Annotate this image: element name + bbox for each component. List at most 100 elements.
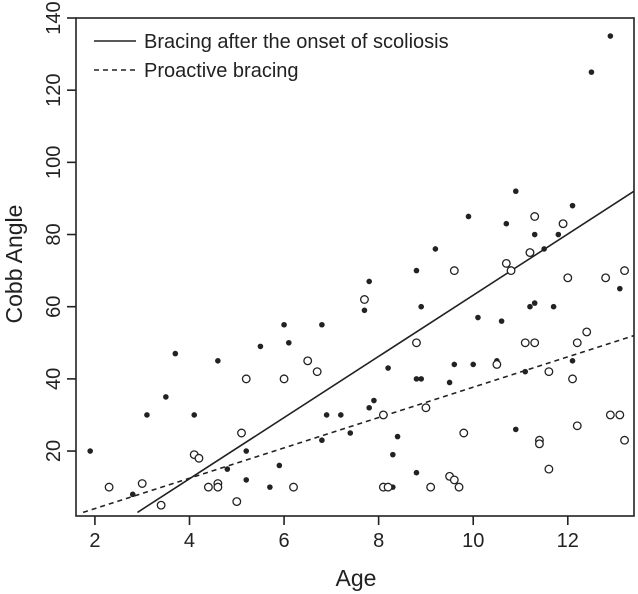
legend-label-proactive-bracing: Proactive bracing (144, 60, 299, 82)
y-tick-label: 80 (43, 223, 65, 245)
point-proactive-bracing (156, 500, 166, 510)
point-bracing-after-onset (607, 33, 614, 39)
point-proactive-bracing (412, 338, 421, 348)
point-proactive-bracing (492, 359, 502, 369)
point-proactive-bracing (520, 338, 530, 348)
point-bracing-after-onset (215, 358, 221, 364)
x-tick-label: 6 (279, 530, 290, 552)
x-tick-label: 10 (462, 530, 484, 552)
point-proactive-bracing (501, 258, 511, 268)
plot-frame (75, 17, 635, 517)
fit-line-proactive-bracing (82, 334, 635, 514)
point-bracing-after-onset (512, 426, 519, 433)
point-proactive-bracing (544, 367, 554, 377)
point-bracing-after-onset (347, 430, 354, 436)
point-proactive-bracing (421, 403, 431, 413)
point-proactive-bracing (449, 475, 459, 485)
point-proactive-bracing (605, 410, 615, 420)
point-proactive-bracing (203, 482, 213, 492)
point-bracing-after-onset (243, 448, 250, 454)
point-proactive-bracing (568, 374, 577, 384)
point-bracing-after-onset (191, 412, 198, 418)
point-bracing-after-onset (418, 303, 425, 310)
point-bracing-after-onset (243, 477, 250, 483)
data-points (87, 33, 629, 510)
point-bracing-after-onset (144, 412, 150, 418)
point-proactive-bracing (104, 482, 114, 492)
point-bracing-after-onset (172, 350, 179, 357)
point-proactive-bracing (620, 435, 629, 445)
point-bracing-after-onset (224, 466, 231, 472)
point-proactive-bracing (572, 338, 582, 348)
point-bracing-after-onset (588, 69, 595, 75)
point-proactive-bracing (525, 248, 535, 258)
point-proactive-bracing (563, 273, 573, 283)
point-bracing-after-onset (366, 404, 372, 411)
y-tick-label: 60 (43, 296, 65, 318)
point-proactive-bracing (289, 482, 298, 492)
point-bracing-after-onset (541, 246, 547, 252)
point-bracing-after-onset (267, 484, 273, 490)
point-bracing-after-onset (512, 188, 519, 195)
x-axis: 2 4 6 8 10 12 (89, 516, 579, 552)
legend: Bracing after the onset of scoliosis Pro… (94, 31, 449, 82)
point-proactive-bracing (572, 421, 582, 431)
x-tick-label: 12 (557, 530, 579, 552)
point-proactive-bracing (137, 479, 147, 488)
point-bracing-after-onset (129, 491, 136, 498)
point-bracing-after-onset (531, 231, 538, 238)
point-bracing-after-onset (285, 339, 292, 346)
point-proactive-bracing (449, 266, 459, 276)
y-tick-label: 40 (43, 368, 65, 390)
point-bracing-after-onset (531, 300, 538, 306)
point-bracing-after-onset (390, 451, 396, 458)
point-bracing-after-onset (338, 412, 344, 418)
point-bracing-after-onset (451, 361, 458, 368)
point-bracing-after-onset (475, 314, 481, 321)
point-proactive-bracing (506, 266, 516, 276)
point-proactive-bracing (620, 266, 629, 276)
point-bracing-after-onset (413, 376, 420, 382)
point-bracing-after-onset (569, 202, 576, 209)
point-bracing-after-onset (366, 278, 372, 285)
point-proactive-bracing (303, 356, 313, 366)
point-proactive-bracing (530, 338, 540, 348)
point-bracing-after-onset (323, 412, 330, 418)
point-proactive-bracing (241, 374, 251, 384)
point-bracing-after-onset (257, 343, 264, 350)
point-bracing-after-onset (319, 321, 325, 328)
point-proactive-bracing (237, 428, 246, 438)
x-tick-label: 4 (184, 530, 195, 552)
point-bracing-after-onset (87, 448, 93, 454)
y-tick-label: 20 (43, 440, 65, 462)
point-bracing-after-onset (617, 285, 623, 292)
x-tick-label: 2 (89, 530, 100, 552)
point-bracing-after-onset (503, 220, 510, 227)
y-tick-label: 120 (43, 73, 65, 106)
point-bracing-after-onset (163, 394, 169, 400)
point-bracing-after-onset (394, 433, 401, 440)
point-bracing-after-onset (470, 361, 477, 368)
point-bracing-after-onset (432, 246, 439, 252)
point-bracing-after-onset (276, 462, 283, 469)
point-proactive-bracing (530, 212, 540, 221)
point-proactive-bracing (213, 482, 223, 492)
fit-line-bracing-after-onset (137, 190, 635, 514)
point-proactive-bracing (383, 482, 393, 492)
point-bracing-after-onset (319, 437, 325, 444)
point-proactive-bracing (312, 367, 322, 377)
point-bracing-after-onset (446, 379, 453, 386)
point-bracing-after-onset (555, 231, 562, 238)
point-proactive-bracing (601, 273, 611, 283)
y-axis: 20 40 60 80 100 120 140 (43, 1, 76, 462)
point-proactive-bracing (615, 410, 625, 420)
point-proactive-bracing (454, 482, 464, 492)
point-bracing-after-onset (413, 469, 420, 476)
point-bracing-after-onset (281, 321, 287, 328)
point-bracing-after-onset (498, 318, 505, 324)
point-proactive-bracing (558, 219, 568, 229)
point-proactive-bracing (378, 410, 388, 420)
point-bracing-after-onset (371, 397, 377, 404)
fit-lines (82, 190, 635, 514)
